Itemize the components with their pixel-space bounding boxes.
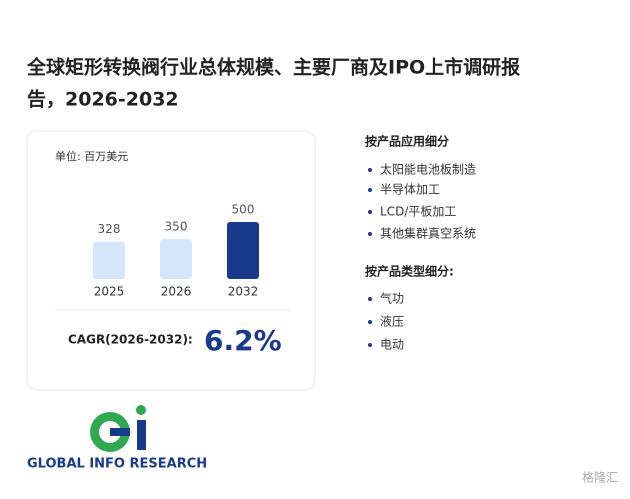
bullet (368, 343, 372, 347)
bullet (368, 320, 372, 324)
segment-item: LCD/平板加工 (380, 205, 456, 219)
bullet (368, 297, 372, 301)
segment-item: 液压 (380, 314, 404, 329)
x-tick-label: 2032 (228, 285, 259, 299)
brand: 格隆汇 (582, 470, 618, 485)
x-tick-label: 2026 (161, 285, 192, 299)
bar (93, 241, 125, 279)
value-label: 328 (98, 222, 121, 236)
bullet (368, 210, 372, 214)
segment-item: 半导体加工 (380, 183, 440, 197)
bar (227, 222, 259, 279)
unit-label: 单位: 百万美元 (55, 149, 128, 163)
logo-mark (110, 428, 130, 436)
cagr-label: CAGR(2026-2032): (68, 333, 193, 347)
logo (90, 405, 146, 452)
bullet (368, 168, 372, 172)
bullet (368, 188, 372, 192)
value-label: 500 (232, 203, 255, 217)
cagr-value: 6.2% (204, 324, 282, 357)
value-label: 350 (165, 220, 188, 234)
segment-item: 电动 (380, 338, 404, 352)
bar (160, 239, 192, 279)
segment-title: 按产品类型细分: (365, 264, 454, 279)
segment-title: 按产品应用细分 (365, 134, 449, 149)
segment-item: 气功 (380, 291, 404, 306)
segment-item: 太阳能电池板制造 (380, 162, 476, 177)
x-tick-label: 2025 (94, 285, 125, 299)
bullet (368, 232, 372, 236)
title: 全球矩形转换阀行业总体规模、主要厂商及IPO上市调研报 (26, 56, 520, 79)
logo-text: GLOBAL INFO RESEARCH (27, 457, 207, 472)
logo-mark (136, 405, 146, 415)
segment-item: 其他集群真空系统 (380, 226, 476, 241)
title: 告，2026-2032 (27, 88, 179, 111)
logo-mark (137, 420, 146, 450)
